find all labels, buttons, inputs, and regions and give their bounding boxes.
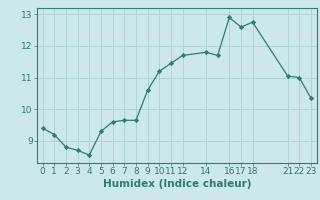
X-axis label: Humidex (Indice chaleur): Humidex (Indice chaleur)	[102, 179, 251, 189]
